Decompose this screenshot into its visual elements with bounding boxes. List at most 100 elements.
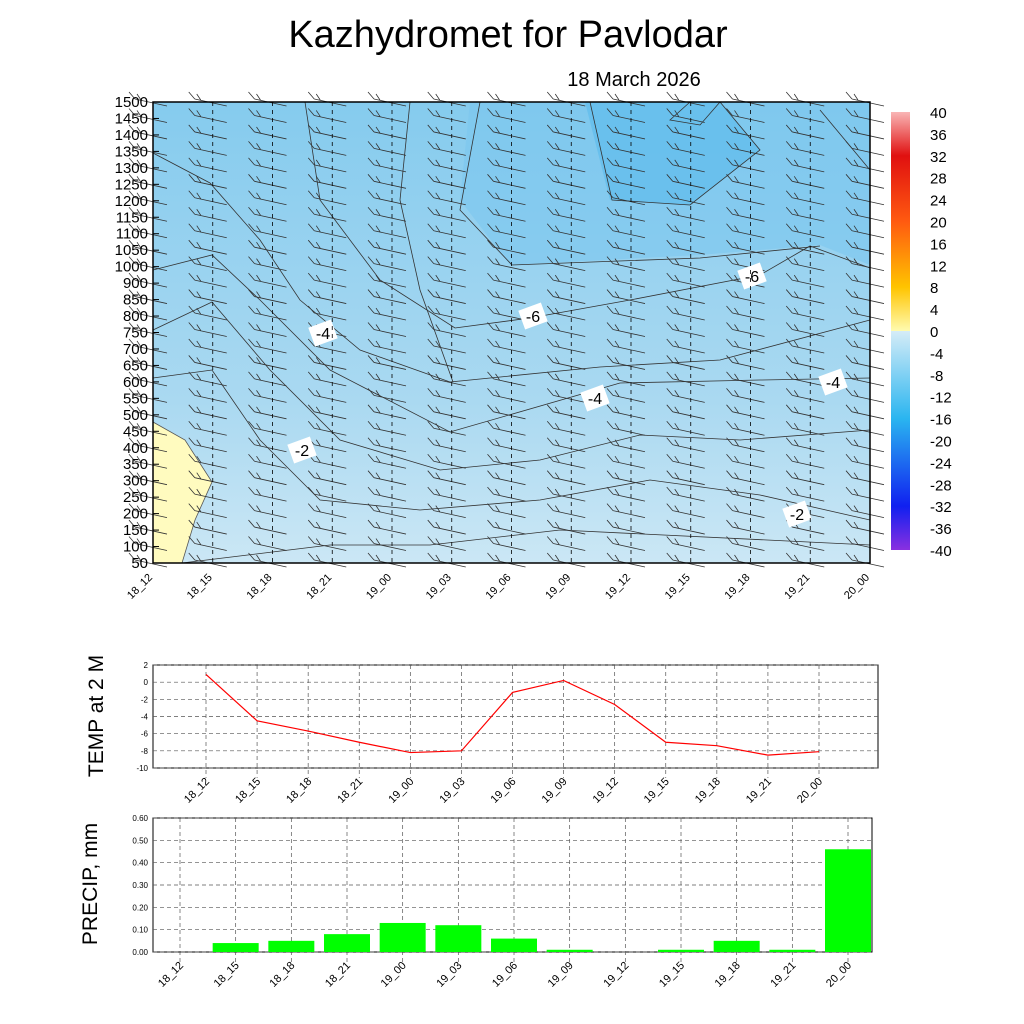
wind-barb	[367, 256, 407, 272]
precip-bar	[769, 949, 816, 952]
wind-barb	[487, 536, 526, 551]
x-tick-label: 19_09	[540, 776, 570, 806]
precip-bar	[324, 934, 370, 952]
wind-barb	[845, 190, 885, 206]
wind-barb	[845, 470, 885, 486]
wind-barb	[546, 305, 586, 321]
wind-barb	[367, 223, 407, 239]
wind-barb	[487, 223, 526, 239]
wind-barb	[427, 124, 466, 140]
wind-barb	[845, 141, 885, 156]
y-tick-label: 0.50	[132, 836, 148, 845]
x-tick-label: 19_09	[546, 960, 576, 990]
wind-barb	[666, 503, 705, 518]
wind-barb	[606, 388, 646, 403]
wind-barb	[845, 486, 885, 502]
wind-barb	[188, 536, 227, 551]
wind-barb	[248, 206, 287, 222]
wind-barb	[726, 174, 765, 189]
wind-barb	[546, 289, 586, 304]
contour-label-box	[782, 500, 812, 528]
wind-barb	[546, 355, 586, 370]
wind-barb	[307, 239, 347, 255]
x-tick-label: 18_12	[182, 776, 212, 806]
y-tick-label: 250	[123, 489, 148, 506]
precip-bar	[212, 943, 259, 952]
wind-barb	[188, 206, 227, 222]
wind-barb	[845, 338, 885, 354]
wind-barb	[427, 141, 466, 156]
wind-barb	[367, 174, 407, 189]
temp-plot: 2 0 -2 -4 -6 -8 -10 18_12 18_15 18_18 18_21 19_00 19…	[85, 655, 879, 806]
y-tick-label: 1150	[116, 209, 148, 226]
wind-barb	[546, 404, 586, 420]
wind-barb	[845, 289, 885, 304]
wind-barb	[367, 421, 407, 436]
wind-barb	[188, 190, 227, 206]
colorbar-label: 24	[930, 193, 947, 210]
contour-label: -6	[526, 309, 540, 326]
wind-barb	[546, 519, 586, 535]
wind-barb	[666, 437, 705, 453]
wind-barb	[785, 437, 825, 453]
wind-barb	[307, 157, 347, 173]
wind-barb	[367, 486, 407, 502]
y-tick-label: 1300	[115, 160, 148, 177]
wind-barb	[666, 338, 705, 354]
wind-barb	[248, 223, 287, 239]
wind-barb	[248, 503, 287, 518]
colorbar-label: -4	[930, 346, 943, 363]
wind-barb	[606, 355, 646, 370]
wind-barb	[487, 486, 526, 502]
x-tick-label: 18_21	[304, 572, 334, 602]
wind-barb	[307, 174, 347, 189]
wind-barb	[666, 388, 705, 403]
wind-barb	[188, 338, 227, 354]
wind-barb	[367, 453, 407, 469]
colorbar-label: -8	[930, 368, 943, 385]
wind-barb	[188, 437, 227, 453]
wind-barb	[128, 404, 168, 420]
x-tick-label: 19_21	[744, 776, 774, 806]
x-tick-label: 19_12	[601, 960, 631, 990]
colorbar-label: -12	[930, 390, 952, 407]
wind-barb	[606, 486, 646, 502]
y-tick-label: 150	[123, 522, 148, 539]
wind-barb	[487, 141, 526, 156]
wind-barb	[546, 486, 586, 502]
wind-barb	[128, 239, 168, 255]
y-tick-label: 700	[123, 341, 148, 358]
wind-barb	[666, 536, 705, 551]
wind-barb	[845, 108, 885, 123]
wind-barb	[367, 141, 407, 156]
y-tick-label: 0.20	[132, 903, 148, 912]
wind-barb	[785, 157, 825, 173]
wind-barb	[726, 322, 765, 337]
y-tick-label: 900	[123, 275, 148, 292]
wind-barb	[367, 289, 407, 304]
wind-barb	[427, 239, 466, 255]
x-tick-label: 18_15	[185, 572, 215, 602]
y-tick-label: 1050	[115, 242, 148, 259]
wind-barb	[546, 338, 586, 354]
wind-barb	[248, 289, 287, 304]
wind-barb	[487, 206, 526, 222]
wind-barb	[666, 289, 705, 304]
contour-label-box	[737, 262, 767, 290]
wind-barb	[487, 355, 526, 370]
wind-barb	[606, 503, 646, 518]
wind-barb	[188, 108, 227, 123]
wind-barb	[248, 272, 287, 288]
wind-barb	[427, 272, 466, 288]
wind-barb	[307, 272, 347, 288]
y-tick-label: 0.30	[132, 881, 148, 890]
x-tick-label: 18_12	[156, 960, 186, 990]
wind-barb	[785, 371, 825, 387]
wind-barb	[367, 305, 407, 321]
wind-barb	[666, 206, 705, 222]
contour-label: -4	[826, 375, 840, 392]
y-tick-label: 0.00	[132, 948, 148, 957]
wind-barb	[128, 437, 168, 453]
x-tick-label: 19_21	[768, 960, 798, 990]
y-tick-label: 1450	[115, 110, 148, 127]
